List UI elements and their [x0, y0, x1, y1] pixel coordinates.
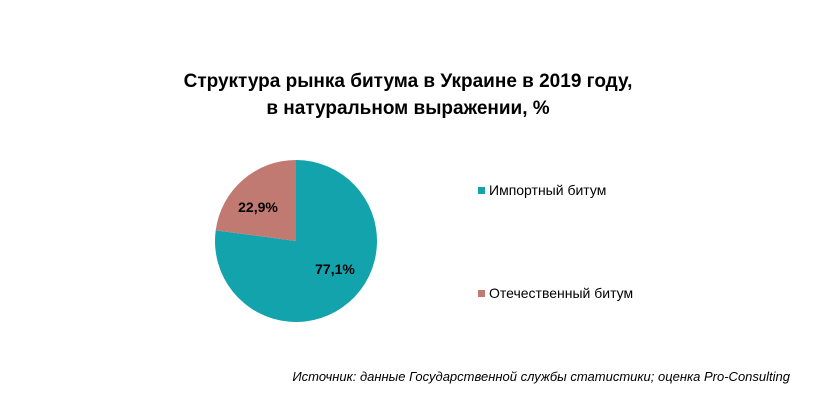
pie-slice-domestic [215, 160, 296, 241]
legend-swatch-domestic [478, 289, 485, 297]
source-note: Источник: данные Государственной службы … [292, 369, 790, 384]
legend-label-import: Импортный битум [489, 182, 607, 198]
data-label-domestic: 22,9% [238, 199, 278, 215]
chart-title-line-2: в натуральном выражении, % [266, 98, 550, 119]
data-label-import: 77,1% [315, 261, 355, 277]
chart-title: Структура рынка битума в Украине в 2019 … [0, 68, 816, 122]
legend-item-import: Импортный битум [478, 182, 606, 198]
legend-swatch-import [478, 186, 485, 194]
legend-item-domestic: Отечественный битум [478, 285, 633, 301]
legend-label-domestic: Отечественный битум [489, 285, 634, 301]
chart-title-line-1: Структура рынка битума в Украине в 2019 … [183, 71, 633, 92]
